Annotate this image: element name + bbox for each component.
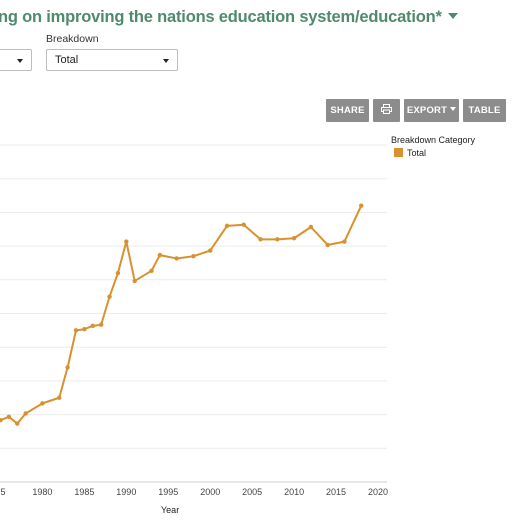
page-title[interactable]: ng on improving the nations education sy…	[0, 8, 458, 27]
x-tick-label: 2020	[368, 487, 388, 497]
x-tick-label: 2005	[242, 487, 262, 497]
data-point	[241, 222, 246, 227]
x-tick-label: 2000	[200, 487, 220, 497]
data-point	[65, 365, 70, 370]
data-point	[275, 237, 280, 242]
legend-title: Breakdown Category	[391, 135, 476, 145]
share-button[interactable]: SHARE	[326, 99, 369, 122]
data-point	[291, 236, 297, 241]
data-point	[258, 237, 263, 242]
data-point	[191, 254, 196, 259]
data-point	[359, 203, 364, 208]
data-point	[308, 224, 314, 230]
data-point	[6, 414, 12, 420]
data-point	[124, 239, 129, 244]
x-tick-label: 2015	[326, 487, 346, 497]
data-point	[57, 395, 62, 400]
data-point	[115, 270, 121, 276]
x-axis-title: Year	[161, 505, 180, 515]
data-point	[107, 294, 112, 299]
data-point	[82, 327, 87, 332]
chevron-down-icon	[450, 107, 457, 112]
chevron-down-icon	[163, 59, 169, 63]
chevron-down-icon	[17, 59, 23, 63]
series-line-total	[0, 205, 363, 425]
x-tick-label: 1985	[74, 487, 94, 497]
print-icon	[381, 104, 392, 115]
data-point	[132, 278, 137, 284]
breakdown-select-value: Total	[55, 54, 79, 66]
data-point	[157, 252, 163, 258]
data-point	[98, 322, 104, 327]
breakdown-select[interactable]: Total	[46, 49, 178, 71]
data-point	[0, 418, 3, 423]
data-point	[325, 242, 330, 248]
data-point	[40, 401, 45, 406]
print-button[interactable]	[373, 99, 400, 122]
x-tick-label: 1980	[32, 487, 52, 497]
data-point	[73, 328, 79, 333]
data-point	[15, 421, 20, 426]
legend-item-total[interactable]: Total	[394, 148, 426, 158]
data-point	[342, 239, 347, 244]
data-point	[90, 323, 95, 329]
data-point	[174, 256, 179, 261]
export-button[interactable]: EXPORT	[404, 99, 459, 122]
legend-swatch	[394, 148, 403, 158]
first-filter-select[interactable]	[0, 49, 32, 71]
x-tick-label: 2010	[284, 487, 304, 497]
data-point	[23, 411, 28, 416]
data-point	[208, 248, 213, 253]
table-button[interactable]: TABLE	[463, 99, 506, 122]
breakdown-label: Breakdown	[46, 33, 99, 45]
data-point	[149, 268, 154, 274]
x-tick-label: 5	[0, 487, 5, 497]
data-point	[224, 223, 230, 229]
x-tick-label: 1990	[116, 487, 136, 497]
title-dropdown-icon[interactable]	[447, 12, 458, 19]
x-tick-label: 1995	[158, 487, 178, 497]
